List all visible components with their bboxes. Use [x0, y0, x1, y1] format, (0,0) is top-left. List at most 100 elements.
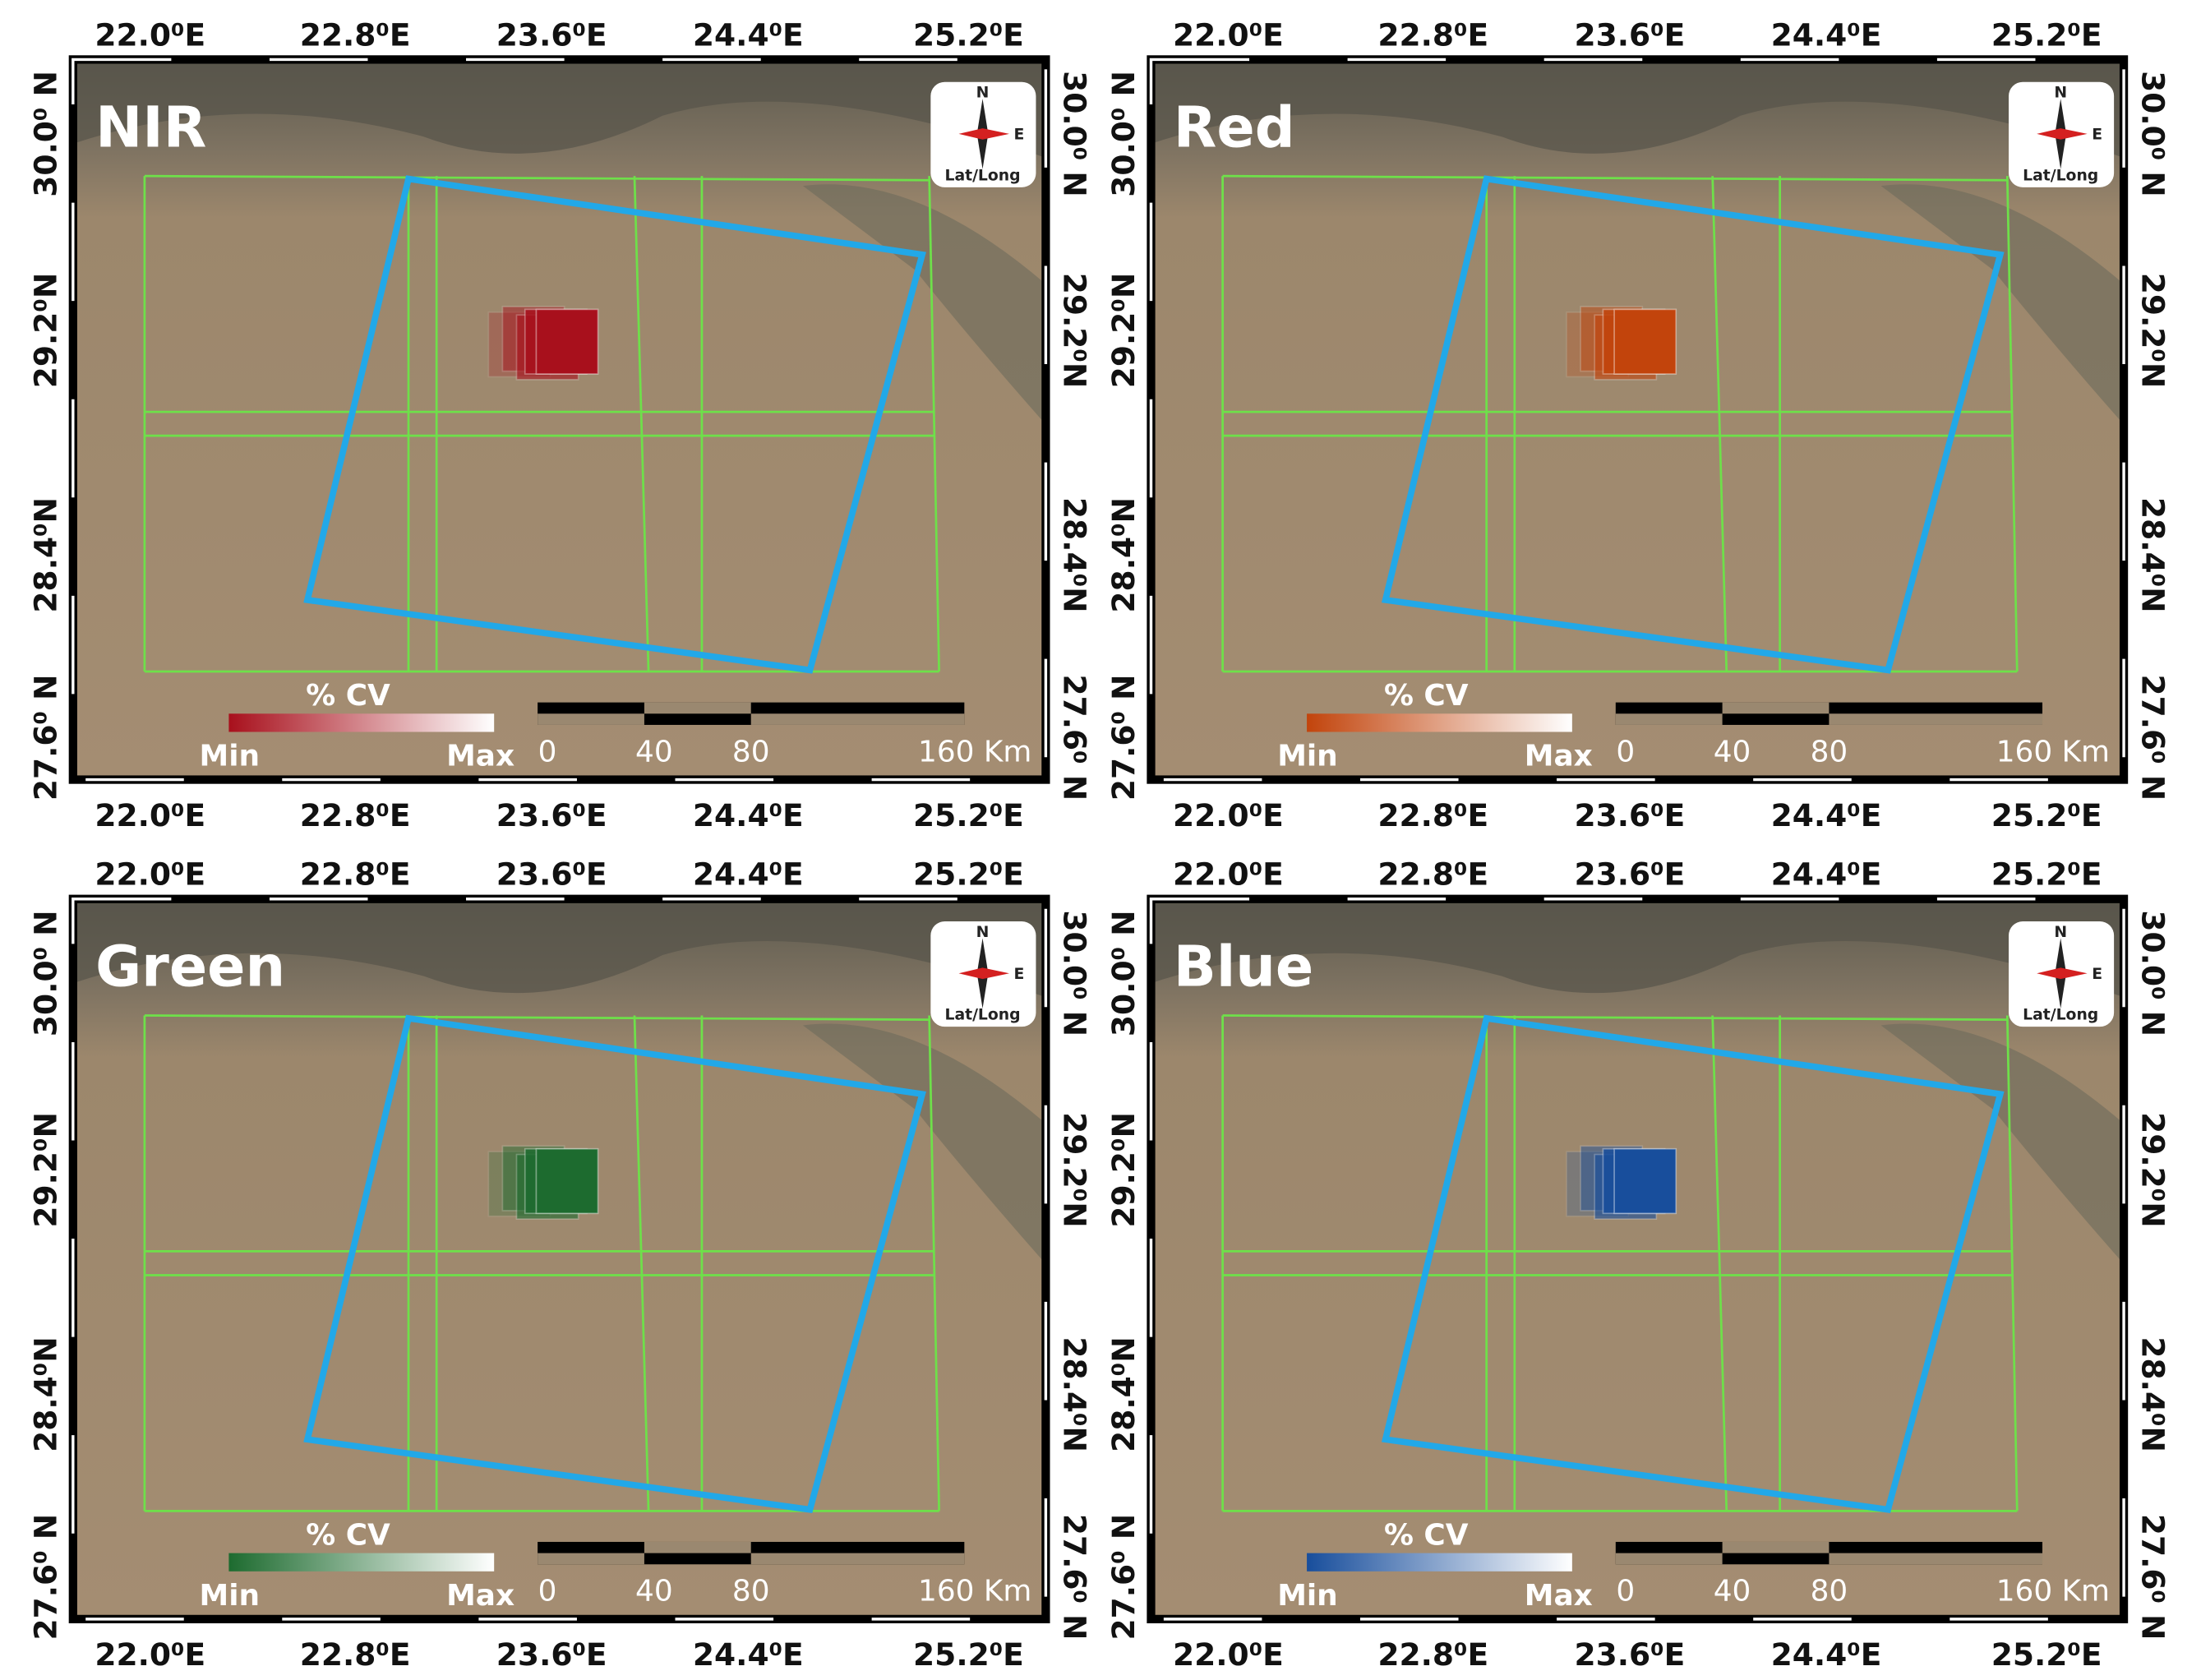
map-panel: Red N E Lat/Long % CV Min Max 0 40 80 160 Km 22.0⁰E… [1105, 16, 2171, 833]
lon-tick-label: 24.4⁰E [693, 856, 804, 893]
compass-label: Lat/Long [944, 1007, 1020, 1024]
scale-segment [1829, 713, 2043, 725]
lon-tick-label: 25.2⁰E [913, 16, 1024, 53]
lat-tick-label: 29.2⁰N [1105, 1112, 1142, 1228]
lon-tick-label: 22.0⁰E [1173, 16, 1284, 53]
compass-label: Lat/Long [944, 167, 1020, 184]
scale-segment [1615, 713, 1723, 725]
lon-tick-label: 23.6⁰E [496, 16, 607, 53]
scale-label: 80 [1811, 735, 1848, 768]
lat-tick-label: 29.2⁰N [2134, 273, 2171, 389]
scale-label: 0 [1616, 735, 1635, 768]
compass-north: N [976, 924, 990, 941]
compass-north: N [2054, 924, 2067, 941]
lon-tick-label: 24.4⁰E [693, 797, 804, 833]
scale-segment [644, 1541, 751, 1553]
lat-tick-label: 27.6⁰ N [2134, 674, 2171, 801]
band-label: Blue [1174, 935, 1313, 1000]
oasis [1880, 1023, 2125, 1264]
cv-box [535, 308, 599, 375]
footprint-line [2005, 176, 2019, 672]
escarpment [1151, 898, 2125, 998]
legend-max: Max [446, 1579, 514, 1613]
lat-tick-label: 29.2⁰N [1057, 1112, 1093, 1228]
scale-label: 40 [635, 1575, 673, 1608]
legend-title: % CV [1384, 1518, 1469, 1552]
lat-tick-label: 28.4⁰N [27, 1336, 63, 1452]
footprint-line [928, 1015, 940, 1512]
legend-min: Min [200, 1579, 261, 1613]
footprint-line [633, 176, 650, 672]
lon-tick-label: 25.2⁰E [913, 856, 1024, 893]
footprint-line [144, 1014, 930, 1021]
compass: N E Lat/Long [930, 81, 1036, 187]
compass: N E Lat/Long [2009, 921, 2115, 1027]
compass-east: E [1014, 127, 1025, 144]
lat-tick-label: 29.2⁰N [1105, 273, 1142, 389]
scale-label: 0 [538, 735, 557, 768]
compass-needle [958, 967, 1009, 980]
lat-tick-label: 27.6⁰ N [27, 1514, 63, 1641]
frame-ticks [72, 898, 1048, 1621]
lon-tick-label: 22.8⁰E [300, 797, 411, 833]
lat-tick-label: 30.0⁰ N [1057, 910, 1093, 1036]
lon-tick-label: 22.0⁰E [1173, 856, 1284, 893]
legend-min: Min [200, 739, 261, 773]
lon-tick-label: 22.8⁰E [1377, 797, 1488, 833]
scale-label: 160 Km [1996, 1575, 2110, 1608]
lat-tick-label: 29.2⁰N [27, 1112, 63, 1228]
lon-tick-label: 22.8⁰E [300, 16, 411, 53]
footprint-line [1222, 1014, 2008, 1021]
lat-tick-label: 29.2⁰N [1057, 273, 1093, 389]
scale-segment [1722, 702, 1830, 714]
lon-tick-label: 22.8⁰E [1377, 856, 1488, 893]
legend-bar [1307, 713, 1572, 732]
legend-title: % CV [1384, 679, 1469, 713]
lon-tick-label: 25.2⁰E [913, 1636, 1024, 1673]
compass-east: E [2092, 966, 2102, 983]
lon-tick-label: 22.8⁰E [300, 1636, 411, 1673]
legend-min: Min [1277, 1579, 1338, 1613]
cv-box [1613, 308, 1677, 375]
scale-label: 160 Km [1996, 735, 2110, 768]
map-content: NIR N E Lat/Long % CV Min Max 0 40 80 160 Km [72, 59, 1046, 780]
oasis [802, 184, 1046, 425]
lon-tick-label: 22.0⁰E [1173, 1636, 1284, 1673]
scale-label: 0 [1616, 1575, 1635, 1608]
scale-label: 80 [732, 735, 770, 768]
lon-tick-label: 25.2⁰E [1991, 16, 2102, 53]
footprint-line [2005, 1015, 2019, 1512]
lat-tick-label: 30.0⁰ N [1105, 910, 1142, 1036]
scale-label: 160 Km [918, 1575, 1031, 1608]
scale-label: 160 Km [918, 735, 1031, 768]
compass-east: E [1014, 966, 1025, 983]
cv-box [535, 1147, 599, 1215]
lat-tick-label: 28.4⁰N [2134, 497, 2171, 613]
compass-label: Lat/Long [2023, 1007, 2098, 1024]
lon-tick-label: 22.0⁰E [95, 856, 205, 893]
lat-tick-label: 30.0⁰ N [1057, 71, 1093, 197]
lon-tick-label: 24.4⁰E [1771, 797, 1882, 833]
lat-tick-label: 28.4⁰N [1057, 1336, 1093, 1452]
compass: N E Lat/Long [2009, 81, 2115, 187]
lon-tick-label: 24.4⁰E [1771, 1636, 1882, 1673]
scale-segment [1829, 1553, 2043, 1565]
scale-segment [1615, 1553, 1723, 1565]
frame-ticks [1149, 898, 2125, 1621]
footprint-line [1711, 176, 1728, 672]
escarpment [1151, 59, 2125, 158]
band-label: Red [1174, 95, 1295, 160]
lat-tick-label: 27.6⁰ N [27, 674, 63, 801]
lon-tick-label: 24.4⁰E [693, 1636, 804, 1673]
scale-segment [750, 713, 965, 725]
legend-min: Min [1277, 739, 1338, 773]
lon-tick-label: 22.8⁰E [1377, 1636, 1488, 1673]
lat-tick-label: 27.6⁰ N [1057, 1514, 1093, 1641]
escarpment [72, 898, 1046, 998]
lon-tick-label: 24.4⁰E [693, 16, 804, 53]
scale-label: 40 [635, 735, 673, 768]
lon-tick-label: 23.6⁰E [496, 1636, 607, 1673]
scale-segment [538, 713, 644, 725]
lon-tick-label: 23.6⁰E [1574, 1636, 1685, 1673]
